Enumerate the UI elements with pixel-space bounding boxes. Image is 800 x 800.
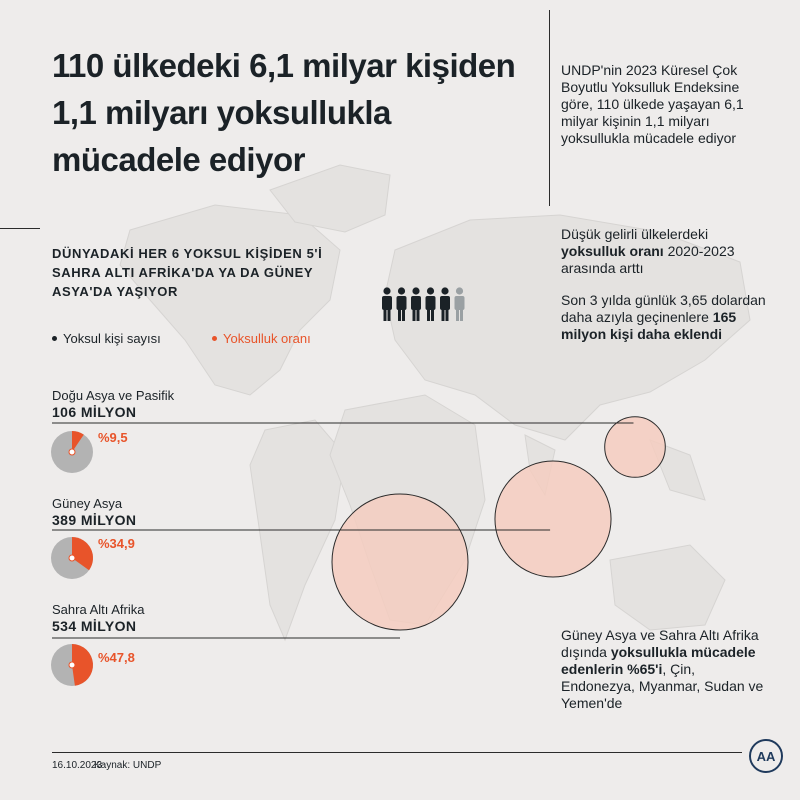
page-title: 110 ülkedeki 6,1 milyar kişiden 1,1 mily… xyxy=(52,47,516,178)
pie-slice-1 xyxy=(72,537,93,571)
region-value-east-asia: 106 MİLYON xyxy=(52,404,137,420)
pie-slice-2 xyxy=(72,644,93,686)
side-notes: Düşük gelirli ülkelerdeki yoksulluk oran… xyxy=(561,226,771,358)
note-165-million: Son 3 yılda günlük 3,65 dolardan daha az… xyxy=(561,292,766,342)
footer-divider xyxy=(52,752,742,753)
bubble-1 xyxy=(494,460,612,578)
footer-date: 16.10.2023 xyxy=(52,760,103,771)
region-name-south-asia: Güney Asya xyxy=(52,496,123,511)
note-poverty-rate: Düşük gelirli ülkelerdeki yoksulluk oran… xyxy=(561,226,735,276)
legend-rate-label: Yoksulluk oranı xyxy=(223,331,311,346)
divider-horizontal xyxy=(0,228,40,229)
region-value-sub-saharan: 534 MİLYON xyxy=(52,618,137,634)
person-icon xyxy=(411,287,421,321)
person-icon xyxy=(425,287,436,321)
pie-center-1 xyxy=(68,554,76,562)
bubble-0 xyxy=(604,416,666,478)
legend-poverty-rate: Yoksulluk oranı xyxy=(212,331,311,346)
intro-note: UNDP'nin 2023 Küresel Çok Boyutlu Yoksul… xyxy=(561,62,744,146)
rate-label-sub-saharan: %47,8 xyxy=(98,650,135,665)
person-icon xyxy=(454,287,465,321)
rate-label-south-asia: %34,9 xyxy=(98,536,135,551)
pie-center-0 xyxy=(68,448,76,456)
note-other-countries: Güney Asya ve Sahra Altı Afrika dışında … xyxy=(561,627,764,711)
region-name-east-asia: Doğu Asya ve Pasifik xyxy=(52,388,175,403)
pie-center-2 xyxy=(68,661,76,669)
pie-slice-0 xyxy=(72,431,84,452)
person-icon xyxy=(440,287,450,321)
person-icon xyxy=(396,287,407,321)
region-name-sub-saharan: Sahra Altı Afrika xyxy=(52,602,145,617)
subheading: DÜNYADAKİ HER 6 YOKSUL KİŞİDEN 5'İ SAHRA… xyxy=(52,246,323,299)
footer-source: Kaynak: UNDP xyxy=(94,760,162,771)
bubble-2 xyxy=(331,493,469,631)
aa-logo: AA xyxy=(749,739,783,773)
divider-vertical xyxy=(549,10,550,206)
rate-label-east-asia: %9,5 xyxy=(98,430,128,445)
svg-text:AA: AA xyxy=(757,749,776,764)
region-value-south-asia: 389 MİLYON xyxy=(52,512,137,528)
legend-rate-dot xyxy=(212,336,217,341)
person-icon xyxy=(382,287,392,321)
legend-poor-label: Yoksul kişi sayısı xyxy=(63,331,161,346)
people-icons xyxy=(382,287,465,321)
legend-poor-count: Yoksul kişi sayısı xyxy=(52,331,161,346)
legend-poor-dot xyxy=(52,336,57,341)
